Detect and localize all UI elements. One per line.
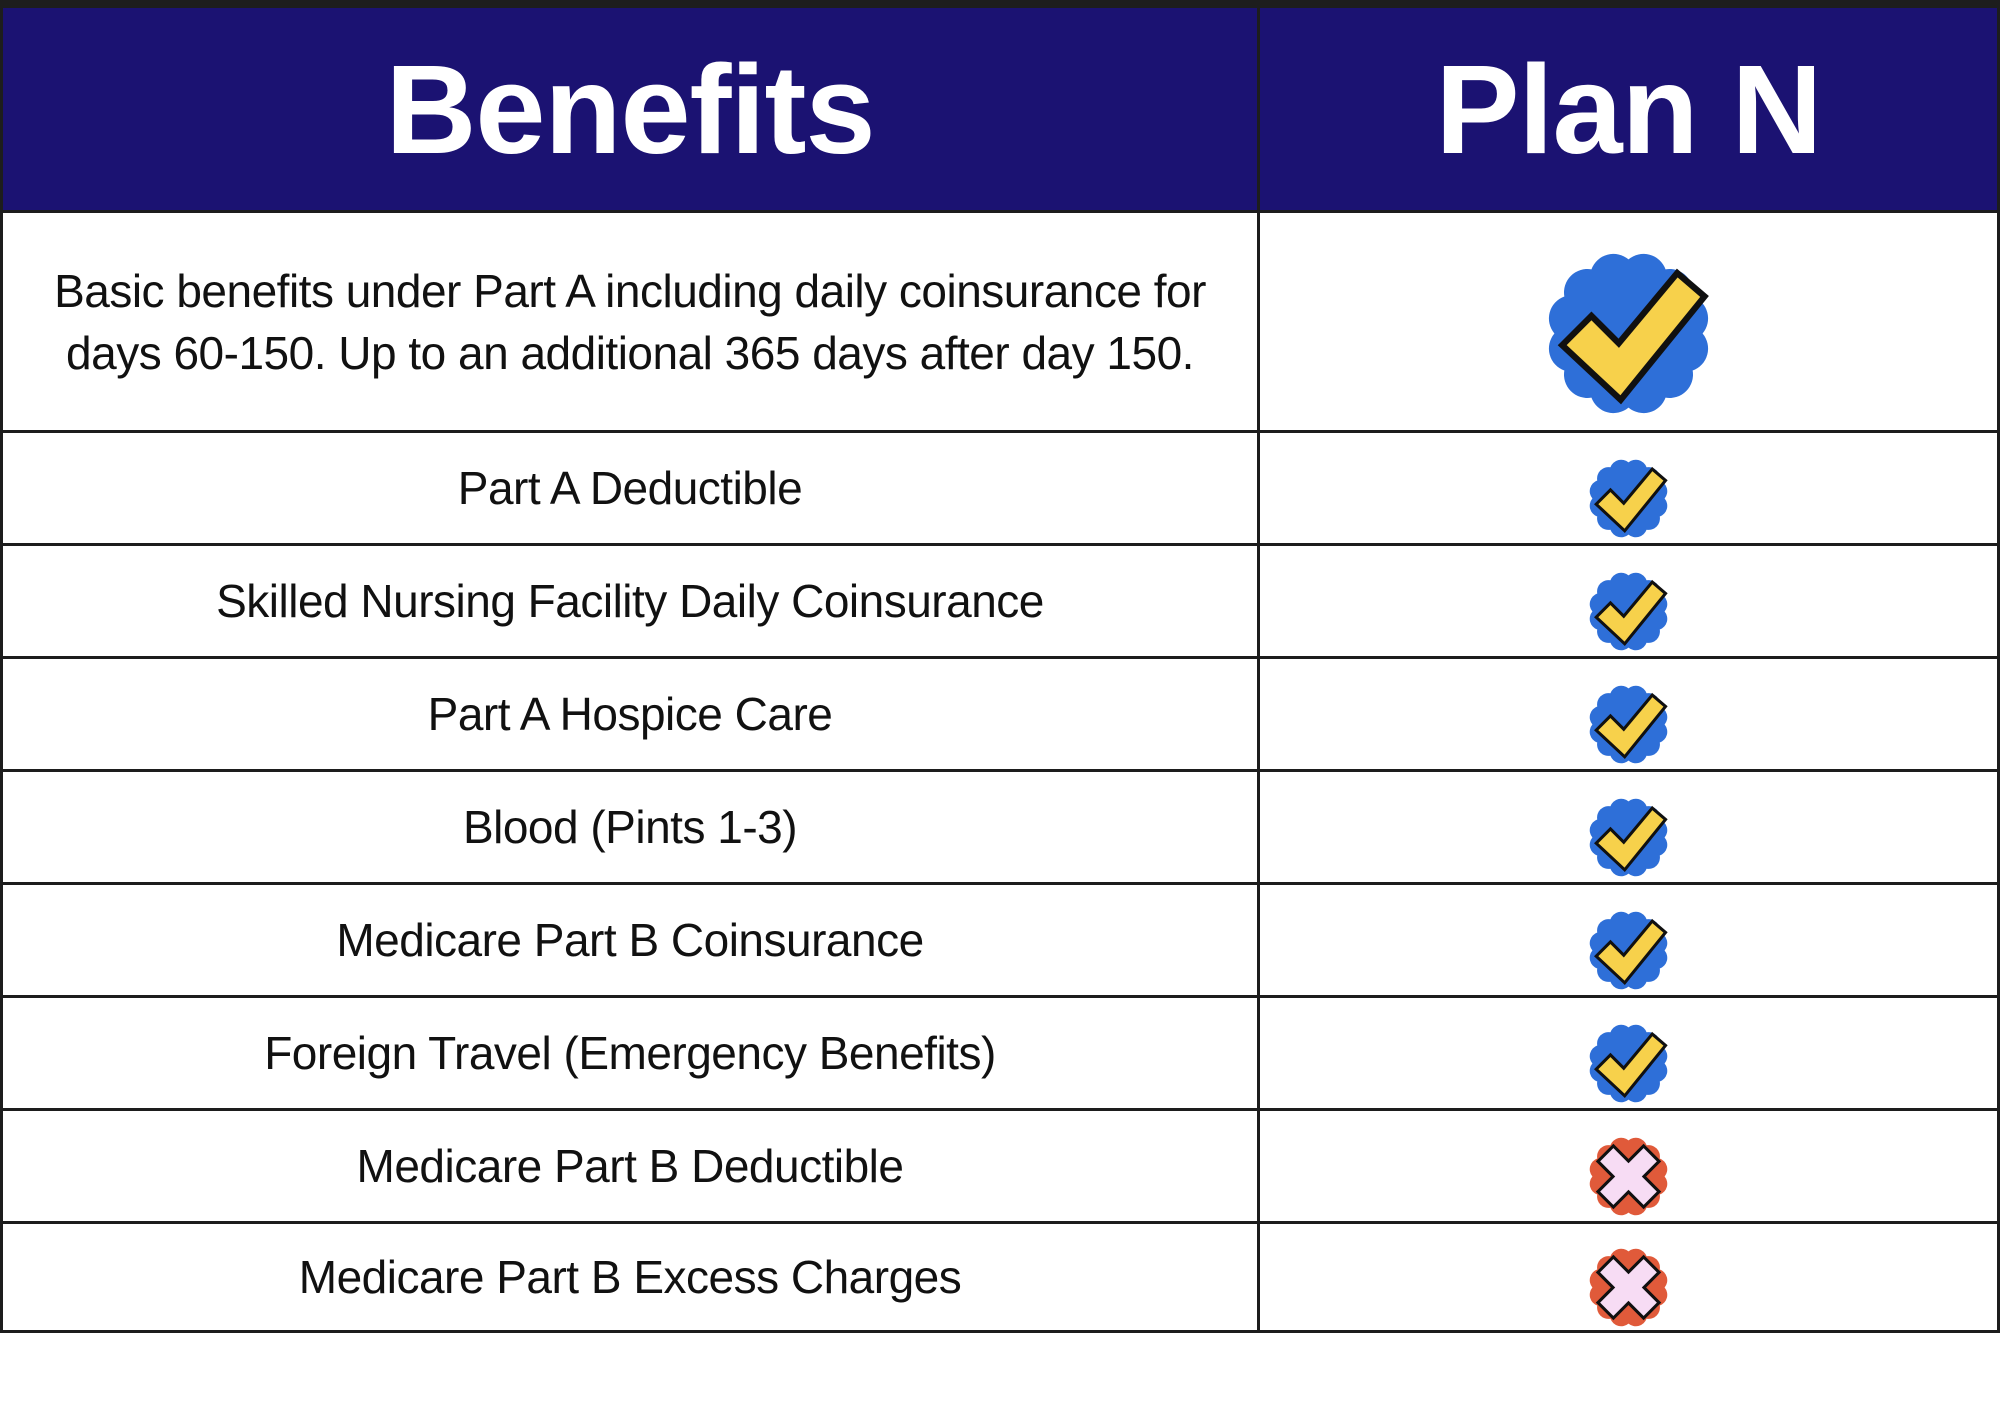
benefit-label: Part A Deductible: [457, 462, 803, 514]
plan-status-cell: [1260, 213, 1997, 433]
benefit-label-cell: Medicare Part B Excess Charges: [3, 1224, 1260, 1330]
benefit-label-cell: Foreign Travel (Emergency Benefits): [3, 998, 1260, 1111]
check-badge-icon: [1587, 795, 1670, 879]
plan-status-cell: [1260, 546, 1997, 659]
benefit-label-cell: Basic benefits under Part A including da…: [3, 213, 1260, 433]
plan-n-header-label: Plan N: [1435, 38, 1822, 180]
column-header-benefits: Benefits: [3, 8, 1260, 213]
plan-status-cell: [1260, 433, 1997, 546]
benefit-label-cell: Medicare Part B Deductible: [3, 1111, 1260, 1224]
benefits-table: Benefits Plan N Basic benefits under Par…: [0, 0, 2000, 1333]
checkmark-glyph: [1594, 1031, 1668, 1098]
benefit-label: Medicare Part B Excess Charges: [298, 1251, 962, 1303]
cross-badge-icon: [1587, 1245, 1670, 1329]
benefits-header-label: Benefits: [385, 38, 875, 180]
cross-badge-icon: [1587, 1134, 1670, 1218]
checkmark-glyph: [1594, 918, 1668, 985]
benefit-label: Blood (Pints 1-3): [462, 801, 798, 853]
x-glyph: [1595, 1143, 1662, 1209]
benefit-label-cell: Part A Deductible: [3, 433, 1260, 546]
plan-status-cell: [1260, 1111, 1997, 1224]
check-badge-icon: [1587, 908, 1670, 992]
plan-status-cell: [1260, 1224, 1997, 1330]
benefit-label-cell: Skilled Nursing Facility Daily Coinsuran…: [3, 546, 1260, 659]
benefit-label-cell: Medicare Part B Coinsurance: [3, 885, 1260, 998]
checkmark-glyph: [1594, 579, 1668, 646]
plan-status-cell: [1260, 659, 1997, 772]
benefit-label: Skilled Nursing Facility Daily Coinsuran…: [216, 575, 1044, 627]
check-badge-icon: [1587, 1021, 1670, 1105]
plan-status-cell: [1260, 998, 1997, 1111]
checkmark-glyph: [1594, 466, 1668, 533]
checkmark-glyph: [1594, 805, 1668, 872]
plan-status-cell: [1260, 772, 1997, 885]
checkmark-glyph: [1557, 268, 1709, 405]
check-badge-icon: [1587, 456, 1670, 540]
check-badge-icon: [1587, 569, 1670, 653]
benefit-label: Medicare Part B Coinsurance: [336, 914, 924, 966]
check-badge-icon: [1544, 249, 1713, 418]
column-header-plan-n: Plan N: [1260, 8, 1997, 213]
benefit-label: Foreign Travel (Emergency Benefits): [264, 1027, 996, 1079]
benefit-label: Medicare Part B Deductible: [356, 1140, 904, 1192]
x-glyph: [1595, 1254, 1662, 1320]
benefit-label-cell: Part A Hospice Care: [3, 659, 1260, 772]
checkmark-glyph: [1594, 692, 1668, 759]
plan-status-cell: [1260, 885, 1997, 998]
benefit-label-cell: Blood (Pints 1-3): [3, 772, 1260, 885]
benefit-label: Basic benefits under Part A including da…: [54, 264, 1206, 379]
check-badge-icon: [1587, 682, 1670, 766]
benefit-label: Part A Hospice Care: [427, 688, 833, 740]
